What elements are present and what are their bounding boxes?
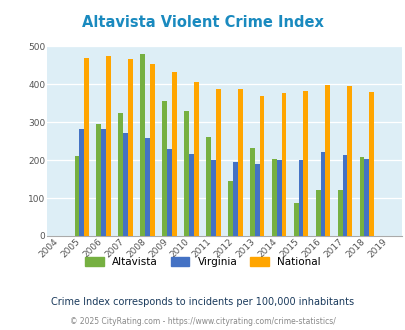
Bar [128, 59, 132, 236]
Bar [276, 160, 281, 236]
Bar [184, 111, 189, 236]
Bar [320, 152, 324, 236]
Bar [96, 124, 101, 236]
Bar [140, 54, 145, 236]
Bar [149, 64, 154, 236]
Bar [249, 148, 254, 236]
Bar [75, 156, 79, 236]
Bar [359, 157, 364, 236]
Bar [324, 85, 329, 236]
Bar [106, 56, 111, 236]
Bar [162, 101, 167, 236]
Bar [228, 181, 232, 236]
Bar [342, 155, 347, 236]
Bar [211, 160, 215, 236]
Bar [271, 159, 276, 236]
Bar [193, 82, 198, 236]
Legend: Altavista, Virginia, National: Altavista, Virginia, National [85, 257, 320, 267]
Bar [206, 137, 211, 236]
Bar [232, 162, 237, 236]
Text: © 2025 CityRating.com - https://www.cityrating.com/crime-statistics/: © 2025 CityRating.com - https://www.city… [70, 317, 335, 326]
Bar [79, 129, 84, 236]
Bar [145, 138, 149, 236]
Bar [315, 190, 320, 236]
Text: Crime Index corresponds to incidents per 100,000 inhabitants: Crime Index corresponds to incidents per… [51, 297, 354, 307]
Text: Altavista Violent Crime Index: Altavista Violent Crime Index [82, 15, 323, 30]
Bar [123, 134, 128, 236]
Bar [84, 58, 89, 236]
Bar [118, 113, 123, 236]
Bar [215, 89, 220, 236]
Bar [259, 96, 264, 236]
Bar [298, 160, 303, 236]
Bar [101, 129, 106, 236]
Bar [237, 89, 242, 236]
Bar [189, 154, 193, 236]
Bar [303, 91, 307, 236]
Bar [167, 149, 171, 236]
Bar [369, 92, 373, 236]
Bar [347, 86, 351, 236]
Bar [293, 203, 298, 236]
Bar [337, 190, 342, 236]
Bar [254, 164, 259, 236]
Bar [364, 159, 369, 236]
Bar [171, 72, 176, 236]
Bar [281, 93, 286, 236]
